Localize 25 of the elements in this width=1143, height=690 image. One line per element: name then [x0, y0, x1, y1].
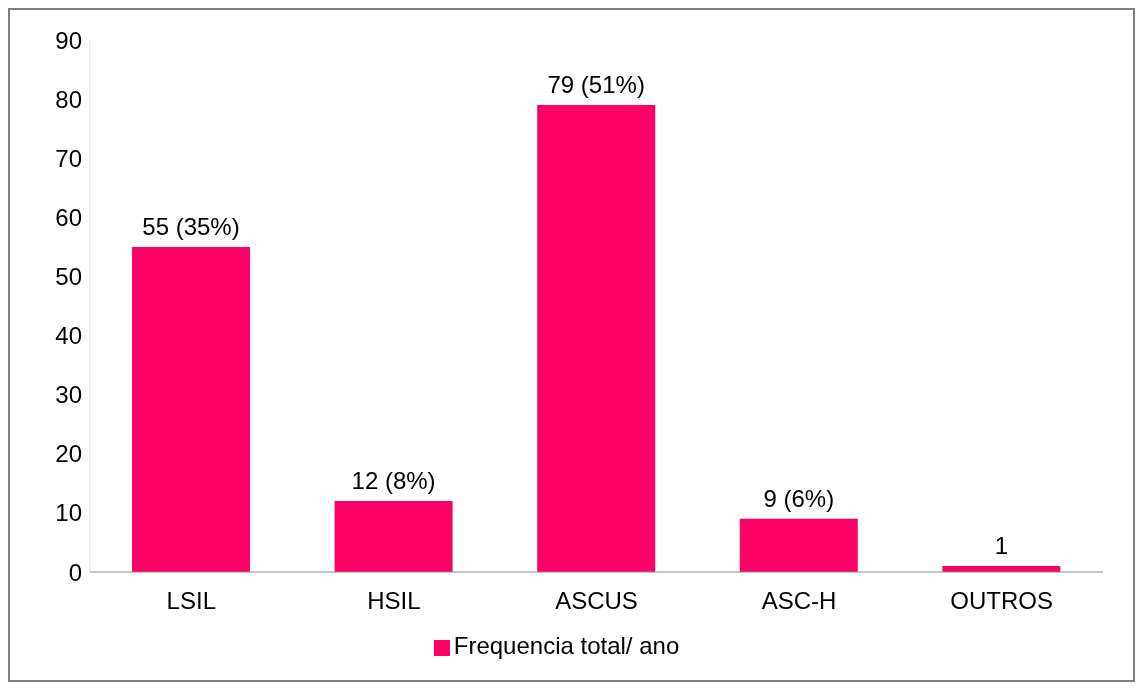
y-tick-label: 90	[55, 26, 82, 54]
y-tick-label: 0	[68, 558, 82, 586]
bar	[132, 246, 250, 572]
x-tick-label: LSIL	[166, 587, 216, 615]
x-tick-label: HSIL	[367, 587, 421, 615]
legend-label: Frequencia total/ ano	[453, 632, 680, 659]
x-tick-label: OUTROS	[950, 587, 1054, 615]
y-tick-label: 70	[55, 144, 82, 172]
y-tick-label: 80	[55, 85, 82, 113]
bar	[537, 105, 656, 572]
data-label: 55 (35%)	[142, 212, 240, 240]
y-tick-label: 60	[55, 203, 82, 231]
x-tick-label: ASC-H	[761, 587, 837, 615]
y-tick-label: 40	[55, 322, 82, 350]
data-label: 79 (51%)	[547, 71, 645, 99]
y-tick-label: 10	[55, 499, 82, 527]
data-label: 9 (6%)	[763, 484, 835, 512]
y-tick-label: 50	[55, 262, 82, 290]
bar	[739, 518, 858, 572]
data-label: 12 (8%)	[351, 467, 436, 495]
data-label: 1	[994, 532, 1009, 560]
x-tick-label: ASCUS	[555, 587, 638, 615]
y-tick-label: 30	[55, 381, 82, 409]
bar	[334, 501, 453, 572]
y-tick-label: 20	[55, 440, 82, 468]
